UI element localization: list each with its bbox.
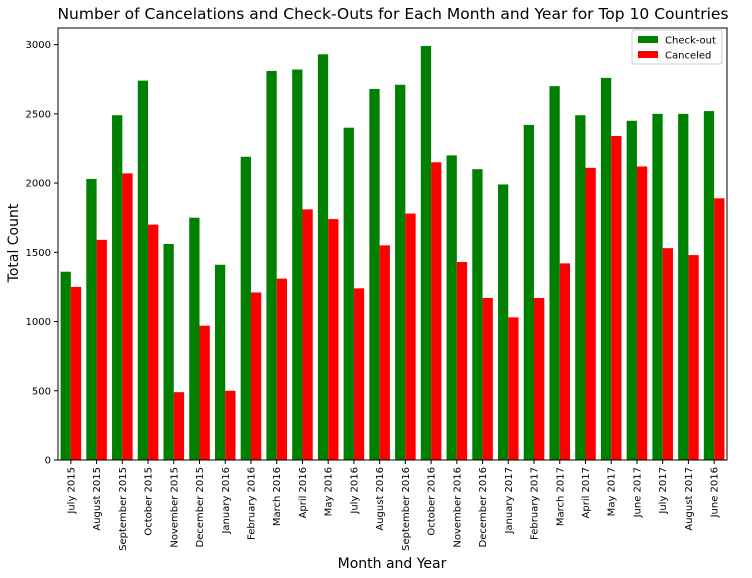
- bar-check-out-16: [472, 169, 483, 460]
- x-tick-label-24: August 2017: [684, 467, 695, 531]
- bar-canceled-20: [585, 167, 596, 460]
- bar-canceled-24: [688, 255, 699, 460]
- bar-check-out-18: [523, 124, 535, 460]
- x-tick-label-25: June 2016: [710, 467, 721, 518]
- bar-check-out-9: [292, 69, 303, 461]
- x-tick-label-10: May 2016: [324, 467, 335, 516]
- bars-group: [60, 46, 725, 461]
- x-ticks-group: July 2015 August 2015 September 2015 Octobe…: [66, 460, 721, 551]
- bar-canceled-19: [559, 263, 571, 460]
- bar-check-out-23: [652, 113, 663, 460]
- x-tick-label-15: November 2016: [452, 467, 463, 548]
- x-tick-label-20: April 2017: [581, 467, 592, 518]
- bar-canceled-10: [328, 219, 339, 460]
- x-tick-label-5: December 2015: [195, 467, 206, 547]
- bar-check-out-13: [395, 84, 406, 461]
- bar-check-out-15: [446, 155, 457, 460]
- chart-title: Number of Cancelations and Check-Outs fo…: [57, 5, 728, 23]
- x-tick-label-6: January 2016: [221, 467, 232, 535]
- legend-swatch-canceled: [638, 51, 658, 58]
- x-tick-label-4: November 2015: [169, 467, 180, 548]
- bar-check-out-17: [497, 184, 509, 460]
- bar-check-out-14: [420, 46, 432, 460]
- x-tick-label-7: February 2016: [246, 467, 257, 540]
- bar-canceled-1: [96, 239, 107, 460]
- bar-canceled-13: [405, 213, 416, 460]
- bar-canceled-4: [173, 392, 185, 460]
- bar-canceled-15: [456, 262, 468, 460]
- x-tick-label-18: February 2017: [530, 467, 541, 540]
- bar-check-out-5: [189, 217, 200, 460]
- y-tick-label-3: 1500: [26, 248, 51, 259]
- bar-check-out-22: [626, 120, 637, 461]
- x-tick-label-17: January 2017: [504, 467, 515, 535]
- bar-check-out-7: [240, 156, 251, 460]
- bar-canceled-25: [714, 198, 725, 461]
- bar-canceled-18: [534, 298, 545, 460]
- bar-check-out-8: [266, 70, 277, 460]
- bar-canceled-11: [353, 288, 365, 460]
- bar-check-out-11: [343, 127, 354, 460]
- x-tick-label-12: August 2016: [375, 467, 386, 531]
- bar-check-out-24: [678, 113, 689, 460]
- x-tick-label-14: October 2016: [427, 467, 438, 536]
- x-tick-label-3: October 2015: [144, 467, 155, 536]
- bar-canceled-2: [122, 173, 133, 460]
- y-tick-label-1: 500: [32, 386, 51, 397]
- legend-swatch-check-out: [638, 36, 658, 43]
- y-ticks-group: 0 500 1000 1500 2000 2500 3000: [26, 40, 58, 467]
- y-tick-label-5: 2500: [26, 109, 51, 120]
- bar-canceled-17: [508, 317, 519, 460]
- bar-check-out-4: [163, 244, 174, 460]
- x-tick-label-13: September 2016: [401, 467, 412, 551]
- bar-canceled-16: [482, 298, 493, 460]
- x-tick-label-2: September 2015: [118, 467, 129, 551]
- x-tick-label-21: May 2017: [607, 467, 618, 516]
- x-tick-label-11: July 2016: [349, 467, 360, 515]
- bar-check-out-25: [703, 111, 715, 461]
- bar-check-out-3: [137, 80, 149, 460]
- bar-canceled-22: [636, 166, 648, 460]
- legend-label-check-out: Check-out: [665, 36, 716, 47]
- y-tick-label-0: 0: [45, 456, 51, 467]
- bar-check-out-19: [549, 86, 560, 461]
- x-tick-label-0: July 2015: [66, 467, 77, 515]
- bar-canceled-3: [148, 224, 159, 460]
- x-axis-label: Month and Year: [338, 556, 447, 572]
- x-tick-label-8: March 2016: [272, 467, 283, 526]
- bar-canceled-14: [431, 162, 442, 461]
- bar-canceled-0: [70, 286, 82, 460]
- bar-canceled-6: [225, 390, 236, 460]
- plot-frame: [57, 27, 728, 461]
- bar-check-out-0: [60, 271, 71, 460]
- bar-canceled-23: [662, 248, 673, 460]
- x-tick-label-1: August 2015: [92, 467, 103, 531]
- bar-canceled-9: [302, 209, 313, 460]
- bar-check-out-10: [317, 54, 329, 461]
- bar-canceled-21: [611, 136, 622, 460]
- bar-canceled-8: [276, 278, 288, 460]
- bar-canceled-5: [199, 325, 210, 460]
- bar-canceled-12: [379, 245, 390, 460]
- x-tick-label-23: July 2017: [658, 467, 669, 515]
- bar-check-out-12: [369, 88, 380, 460]
- x-tick-label-16: December 2016: [478, 467, 489, 547]
- x-tick-label-22: June 2017: [632, 467, 643, 518]
- y-tick-label-2: 1000: [26, 317, 51, 328]
- bar-check-out-2: [112, 115, 123, 460]
- legend-label-canceled: Canceled: [665, 51, 711, 62]
- y-axis-label: Total Count: [6, 203, 22, 283]
- bar-check-out-6: [214, 264, 226, 460]
- y-tick-label-6: 3000: [26, 40, 51, 51]
- x-tick-label-9: April 2016: [298, 467, 309, 518]
- bar-check-out-21: [600, 77, 612, 460]
- x-tick-label-19: March 2017: [555, 467, 566, 526]
- legend: Check-out Canceled: [631, 29, 723, 65]
- bar-check-out-1: [86, 178, 97, 460]
- bar-canceled-7: [250, 292, 262, 460]
- bar-check-out-20: [575, 115, 586, 460]
- y-tick-label-4: 2000: [26, 179, 51, 190]
